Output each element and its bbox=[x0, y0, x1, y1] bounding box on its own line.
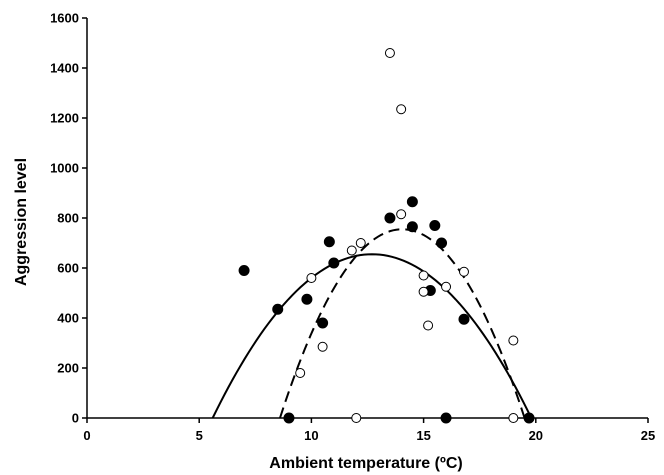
y-tick-label: 400 bbox=[57, 311, 79, 326]
y-axis-title: Aggression level bbox=[13, 158, 30, 286]
open-data-point bbox=[295, 368, 306, 378]
open-data-point bbox=[396, 209, 407, 220]
y-tick-label: 1000 bbox=[50, 161, 79, 176]
open-data-point bbox=[317, 341, 328, 352]
filled-data-point bbox=[384, 212, 396, 224]
open-data-point bbox=[351, 413, 362, 423]
x-tick-label: 20 bbox=[529, 428, 543, 443]
filled-data-point bbox=[523, 412, 535, 424]
open-data-point bbox=[306, 273, 317, 283]
y-tick-label: 1600 bbox=[50, 11, 79, 26]
open-data-point bbox=[458, 266, 469, 277]
open-data-point bbox=[418, 286, 429, 297]
y-tick-label: 1400 bbox=[50, 61, 79, 76]
data-points bbox=[238, 48, 535, 424]
filled-data-point bbox=[406, 221, 418, 233]
filled-data-point bbox=[317, 317, 329, 329]
open-data-point bbox=[384, 48, 395, 58]
axes: 0 200 400 600 800 1000 1200 1400 1600 0 5 10 15 20 25 bbox=[50, 11, 655, 444]
open-data-point bbox=[423, 320, 434, 331]
filled-data-point bbox=[283, 412, 295, 424]
y-tick-label: 200 bbox=[57, 361, 79, 376]
filled-data-point bbox=[406, 196, 418, 208]
filled-data-point bbox=[458, 313, 470, 325]
x-axis-title: Ambient temperature (ºC) bbox=[269, 455, 462, 472]
x-tick-label: 5 bbox=[196, 428, 203, 443]
fit-curve-dashed bbox=[279, 228, 526, 419]
x-tick-label: 25 bbox=[641, 428, 655, 443]
fit-curves bbox=[211, 228, 533, 419]
y-tick-label: 1200 bbox=[50, 111, 79, 126]
filled-data-point bbox=[429, 220, 441, 231]
open-data-point bbox=[508, 413, 519, 423]
y-tick-label: 0 bbox=[72, 411, 79, 426]
filled-data-point bbox=[323, 236, 335, 248]
x-tick-label: 10 bbox=[304, 428, 318, 443]
filled-data-point bbox=[328, 257, 340, 269]
filled-data-point bbox=[440, 412, 452, 424]
open-data-point bbox=[396, 104, 407, 115]
open-data-point bbox=[346, 245, 357, 256]
filled-data-point bbox=[301, 293, 313, 305]
filled-data-point bbox=[272, 303, 284, 315]
open-data-point bbox=[418, 270, 429, 281]
y-tick-label: 800 bbox=[57, 211, 79, 226]
x-tick-label: 0 bbox=[83, 428, 90, 443]
y-tick-label: 600 bbox=[57, 261, 79, 276]
filled-data-point bbox=[436, 237, 448, 249]
open-data-point bbox=[508, 335, 519, 346]
x-tick-label: 15 bbox=[416, 428, 430, 443]
open-data-point bbox=[441, 281, 452, 292]
filled-data-point bbox=[238, 265, 250, 276]
fit-curve-solid bbox=[211, 253, 533, 419]
open-data-point bbox=[355, 238, 366, 248]
